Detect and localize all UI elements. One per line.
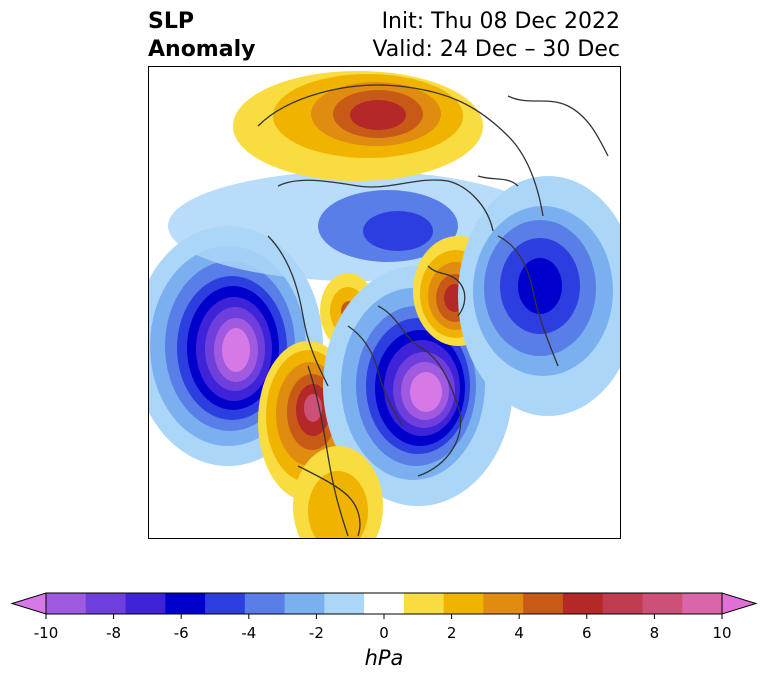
colorbar-ticks (45, 614, 723, 619)
colorbar-cell (205, 593, 246, 614)
map-frame (148, 66, 621, 539)
colorbar-tick-label: 10 (712, 624, 732, 642)
colorbar (10, 592, 758, 619)
colorbar-cell (403, 593, 445, 614)
colorbar-tick-label: -10 (33, 624, 59, 642)
colorbar-tick-label: 6 (582, 624, 592, 642)
colorbar-cell (562, 593, 604, 614)
colorbar-cell (642, 593, 683, 614)
colorbar-tick-label: -8 (106, 624, 122, 642)
colorbar-cell (46, 593, 87, 614)
colorbar-tick-label: 0 (379, 624, 389, 642)
colorbar-cell (602, 593, 643, 614)
colorbar-tick-label: -2 (308, 624, 324, 642)
polar-map (148, 66, 621, 539)
title-field-line-2: Anomaly (148, 37, 256, 62)
colorbar-cell (125, 593, 166, 614)
init-date: Init: Thu 08 Dec 2022 (381, 9, 620, 34)
colorbar-tick-label: -6 (173, 624, 189, 642)
high-center-eurasia (233, 71, 483, 181)
colorbar-extend-min (10, 592, 47, 615)
colorbar-cell (324, 593, 365, 614)
colorbar-extend-max (721, 592, 758, 615)
valid-range: Valid: 24 Dec – 30 Dec (372, 37, 620, 62)
title-field-line: SLP (148, 9, 194, 34)
colorbar-tick-label: 4 (514, 624, 524, 642)
colorbar-cell (244, 593, 286, 614)
colorbar-cell (284, 593, 325, 614)
colorbar-cell (443, 593, 484, 614)
map-dates: Init: Thu 08 Dec 2022 Valid: 24 Dec – 30… (372, 8, 620, 64)
colorbar-unit: hPa (364, 646, 404, 670)
colorbar-tick-label: 2 (446, 624, 457, 642)
colorbar-cell (85, 593, 127, 614)
colorbar-cell (483, 593, 524, 614)
anomaly-contours (148, 71, 621, 539)
colorbar-tick-label: 8 (649, 624, 660, 642)
colorbar-tick-label: -4 (241, 624, 257, 642)
colorbar-cell (364, 593, 405, 614)
colorbar-cell (165, 593, 206, 614)
colorbar-cells (46, 593, 723, 614)
map-title: SLP Anomaly (148, 8, 255, 64)
colorbar-cell (523, 593, 564, 614)
coastlines (257, 84, 609, 537)
colorbar-cell (682, 593, 723, 614)
